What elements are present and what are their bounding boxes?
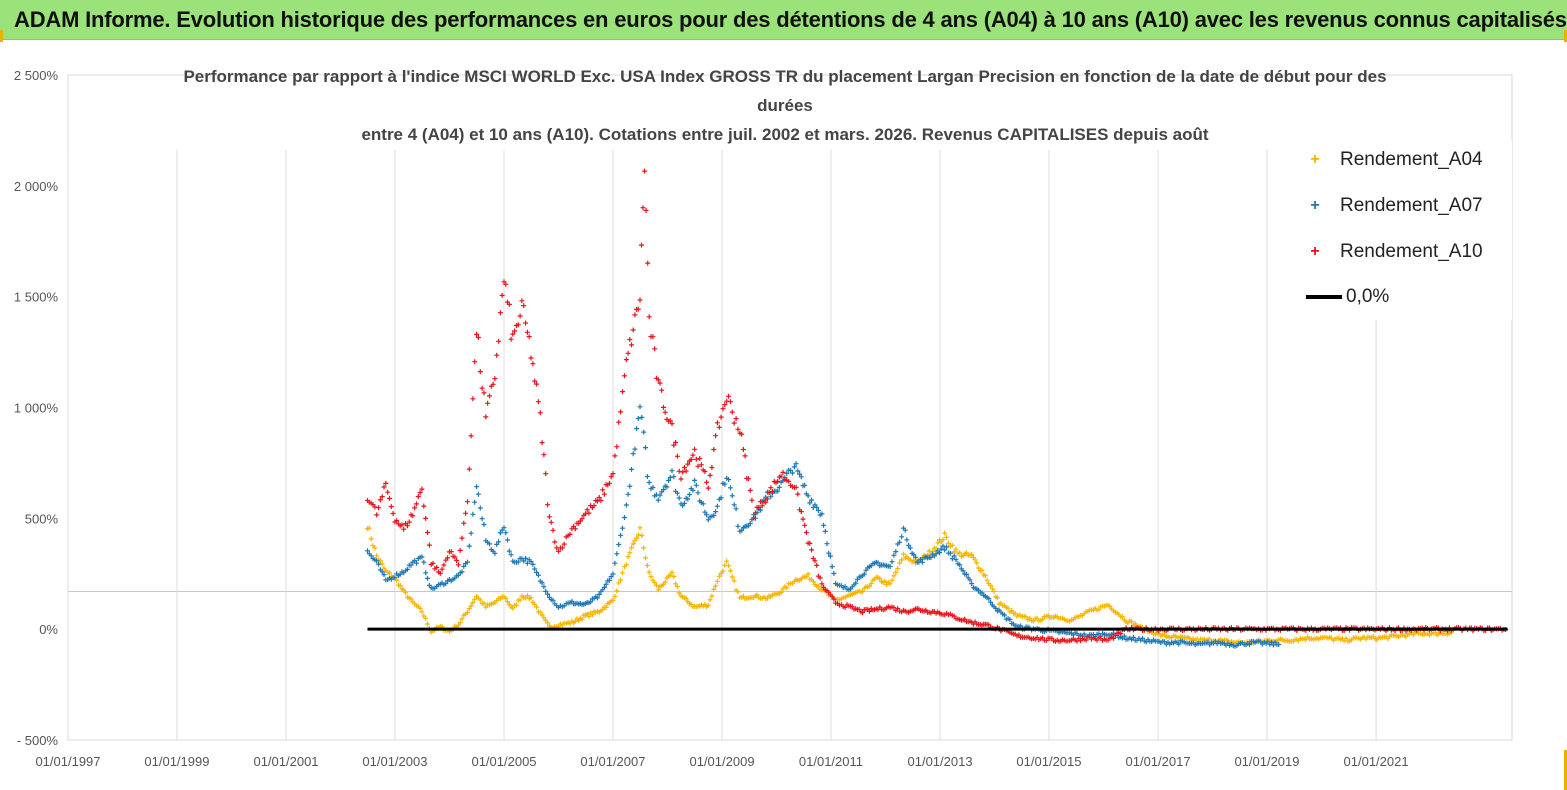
x-tick-label: 01/01/2003 [362, 754, 427, 769]
x-tick-label: 01/01/2009 [689, 754, 754, 769]
series-rendement-a04 [365, 525, 1454, 646]
chart-title-line-2: durées [757, 96, 813, 115]
y-tick-label: 2 000% [14, 179, 59, 194]
legend-item-a10: + Rendement_A10 [1302, 240, 1483, 264]
y-axis: - 500% 0% 500% 1 000% 1 500% 2 000% 2 500% [14, 68, 59, 748]
x-tick-label: 01/01/2001 [253, 754, 318, 769]
x-axis: 01/01/1997 01/01/1999 01/01/2001 01/01/2003… [35, 754, 1408, 769]
chart-title-line-1: Performance par rapport à l'indice MSCI … [183, 67, 1387, 86]
chart-grid [67, 74, 1513, 741]
chart-series [365, 168, 1509, 649]
y-tick-label: 1 000% [14, 401, 59, 416]
header-banner: ADAM Informe. Evolution historique des p… [0, 0, 1567, 40]
x-tick-label: 01/01/2011 [799, 754, 863, 769]
y-tick-label: - 500% [17, 733, 59, 748]
y-tick-label: 1 500% [14, 290, 59, 305]
corner-handle-bottom-right [1554, 750, 1567, 790]
performance-chart: - 500% 0% 500% 1 000% 1 500% 2 000% 2 500% 01/… [14, 68, 1513, 769]
y-tick-label: 2 500% [14, 68, 59, 83]
x-tick-label: 01/01/2013 [908, 754, 973, 769]
legend-item-a04: + Rendement_A04 [1302, 148, 1483, 172]
legend-marker-a07: + [1310, 197, 1320, 214]
legend-label-a10: Rendement_A10 [1340, 241, 1483, 262]
x-tick-label: 01/01/2019 [1234, 754, 1299, 769]
x-tick-label: 01/01/2021 [1344, 754, 1409, 769]
x-tick-label: 01/01/1999 [144, 754, 209, 769]
legend-marker-a04: + [1310, 151, 1320, 168]
chart-legend: + Rendement_A04 + Rendement_A07 + Rendem… [1282, 140, 1512, 320]
x-tick-label: 01/01/2007 [580, 754, 645, 769]
x-tick-label: 01/01/2017 [1126, 754, 1191, 769]
scatter-markers [365, 525, 1454, 646]
y-tick-label: 500% [25, 511, 59, 526]
legend-line-zero [1306, 295, 1342, 299]
legend-label-a04: Rendement_A04 [1340, 149, 1483, 170]
legend-label-zero: 0,0% [1346, 286, 1390, 307]
y-tick-label: 0% [39, 622, 58, 637]
x-tick-label: 01/01/2015 [1016, 754, 1081, 769]
legend-item-zero: 0,0% [1306, 285, 1389, 309]
x-tick-label: 01/01/1997 [35, 754, 100, 769]
corner-handle-top-right [1554, 30, 1567, 42]
chart-title-line-3: entre 4 (A04) et 10 ans (A10). Cotations… [361, 125, 1209, 144]
chart-title: Performance par rapport à l'indice MSCI … [160, 62, 1410, 149]
scatter-markers [365, 404, 1282, 649]
series-rendement-a07 [365, 404, 1282, 649]
legend-marker-a10: + [1310, 243, 1320, 260]
corner-handle-top-left [0, 30, 13, 42]
x-tick-label: 01/01/2005 [471, 754, 536, 769]
report-title: ADAM Informe. Evolution historique des p… [14, 7, 1567, 32]
legend-label-a07: Rendement_A07 [1340, 195, 1483, 216]
legend-item-a07: + Rendement_A07 [1302, 194, 1483, 218]
